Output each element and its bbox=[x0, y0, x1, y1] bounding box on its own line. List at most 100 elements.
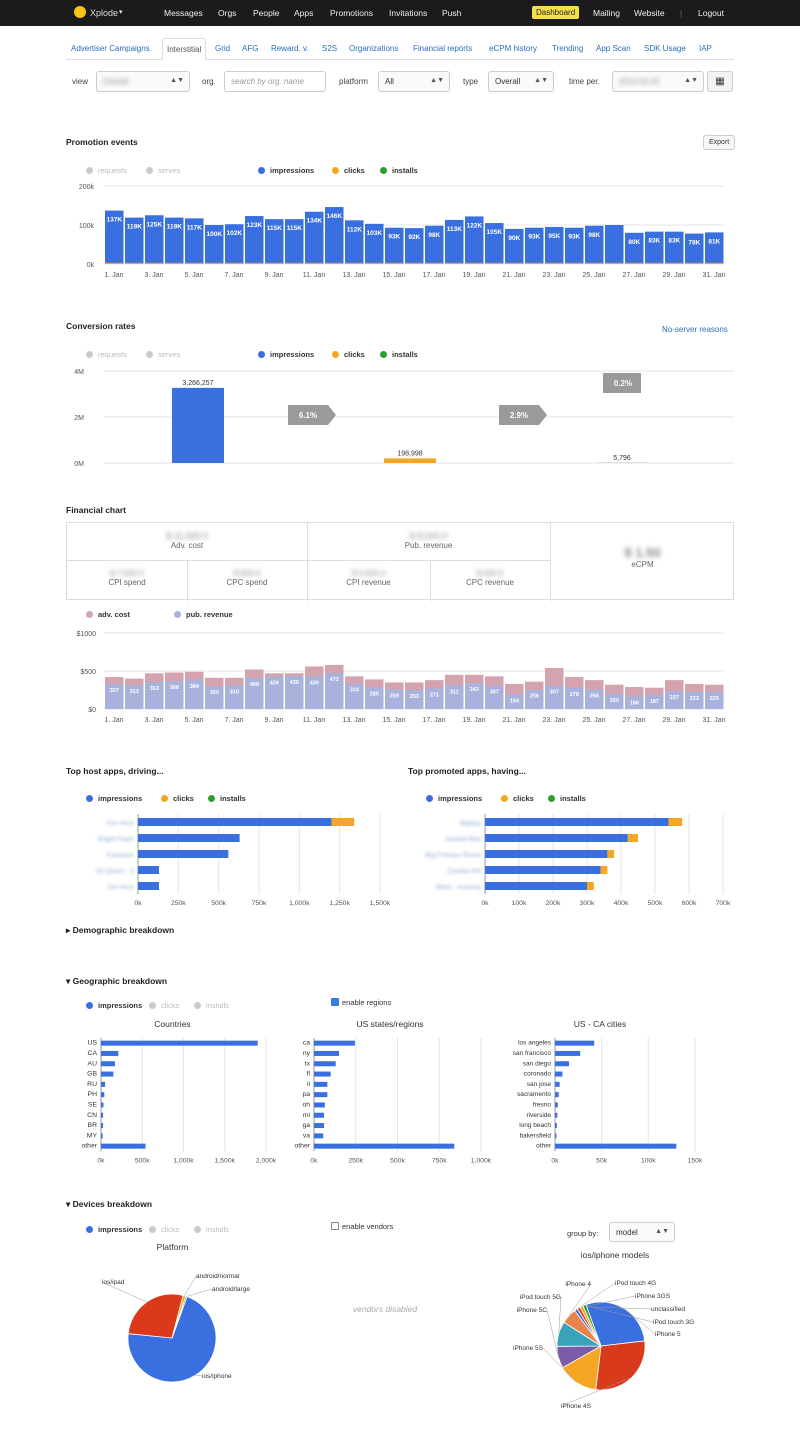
impressions-bar bbox=[165, 217, 184, 264]
legend-requests[interactable]: requests bbox=[86, 166, 127, 175]
nav-promotions[interactable]: Promotions bbox=[330, 8, 373, 18]
pie-label: iPhone 5C bbox=[517, 1307, 548, 1314]
tab-grid[interactable]: Grid bbox=[215, 44, 231, 53]
legend-clicks[interactable]: clicks bbox=[149, 1225, 179, 1234]
pie-leader-line bbox=[542, 1347, 577, 1383]
legend-installs[interactable]: installs bbox=[194, 1001, 229, 1010]
checkbox-checked-icon bbox=[331, 998, 339, 1006]
legend-installs[interactable]: installs bbox=[194, 1225, 229, 1234]
tab-advertiser-campaigns[interactable]: Advertiser Campaigns bbox=[71, 44, 150, 53]
conversion-rate-label: 6.1% bbox=[299, 411, 317, 420]
legend-impressions[interactable]: impressions bbox=[426, 794, 482, 803]
x-tick-label: 7. Jan bbox=[224, 272, 243, 279]
nav-invitations[interactable]: Invitations bbox=[389, 8, 428, 18]
demographic-breakdown-toggle[interactable]: ▸ Demographic breakdown bbox=[66, 925, 174, 936]
platform-select[interactable]: All ▲▼ bbox=[378, 71, 450, 92]
tab-afg[interactable]: AFG bbox=[242, 44, 259, 53]
org-search-input[interactable]: search by org. name bbox=[224, 71, 326, 92]
brand-dropdown-chevron-icon[interactable]: ▾ bbox=[119, 9, 123, 16]
nav-orgs[interactable]: Orgs bbox=[218, 8, 237, 18]
legend-impressions[interactable]: impressions bbox=[86, 1001, 142, 1010]
impressions-bar bbox=[365, 223, 384, 264]
tab-financial-reports[interactable]: Financial reports bbox=[413, 44, 473, 53]
pie-slice bbox=[595, 1340, 646, 1391]
legend-serves[interactable]: serves bbox=[146, 166, 180, 175]
legend-clicks[interactable]: clicks bbox=[501, 794, 534, 803]
enable-vendors-checkbox[interactable]: enable vendors bbox=[331, 1222, 393, 1231]
legend-pub-revenue[interactable]: pub. revenue bbox=[174, 610, 233, 619]
impressions-bar bbox=[445, 219, 464, 264]
nav-apps[interactable]: Apps bbox=[294, 8, 314, 18]
pie-label: iPod touch 5G bbox=[520, 1294, 561, 1301]
geographic-breakdown-toggle[interactable]: ▾ Geographic breakdown bbox=[66, 976, 167, 987]
cpc-revenue-value: $ 600.0 bbox=[476, 569, 504, 578]
tab-organizations[interactable]: Organizations bbox=[349, 44, 399, 53]
nav-push[interactable]: Push bbox=[442, 8, 462, 18]
brand-name[interactable]: Xplode bbox=[90, 8, 119, 18]
nav-logout[interactable]: Logout bbox=[698, 8, 724, 18]
no-server-reasons-link[interactable]: No-server reasons bbox=[662, 325, 728, 334]
nav-website[interactable]: Website bbox=[634, 8, 665, 18]
legend-serves[interactable]: serves bbox=[146, 350, 180, 359]
clicks-bar bbox=[185, 262, 204, 264]
category-label: Big Fisheye Room bbox=[425, 852, 481, 859]
legend-requests[interactable]: requests bbox=[86, 350, 127, 359]
legend-installs[interactable]: installs bbox=[380, 166, 418, 175]
tab-s2s[interactable]: S2S bbox=[322, 44, 338, 53]
pie-label: iPhone 5S bbox=[513, 1345, 544, 1352]
x-tick-label: 9. Jan bbox=[264, 272, 283, 279]
devices-breakdown-toggle[interactable]: ▾ Devices breakdown bbox=[66, 1199, 152, 1210]
legend-impressions[interactable]: impressions bbox=[258, 350, 314, 359]
x-tick-label: 29. Jan bbox=[663, 717, 686, 724]
x-tick-label: 1,500k bbox=[215, 1157, 236, 1164]
legend-clicks[interactable]: clicks bbox=[332, 350, 365, 359]
category-label: pa bbox=[302, 1091, 310, 1098]
legend-impressions[interactable]: impressions bbox=[86, 1225, 142, 1234]
type-select[interactable]: Overall ▲▼ bbox=[488, 71, 554, 92]
legend-label: clicks bbox=[513, 794, 534, 803]
tab-reward-video[interactable]: Reward. v. bbox=[271, 44, 309, 53]
legend-adv-cost[interactable]: adv. cost bbox=[86, 610, 130, 619]
view-select[interactable]: Overall ▲▼ bbox=[96, 71, 190, 92]
data-label: 307 bbox=[550, 690, 559, 696]
conversion-rate-arrow bbox=[499, 405, 547, 425]
impressions-bar bbox=[101, 1081, 106, 1087]
clicks-bar bbox=[627, 834, 638, 842]
tab-ecpm-history[interactable]: eCPM history bbox=[489, 44, 538, 53]
pub-revenue-bar bbox=[365, 687, 384, 709]
pub-revenue-bar bbox=[185, 679, 204, 709]
export-button[interactable]: Export bbox=[703, 135, 736, 150]
data-label: 327 bbox=[110, 688, 119, 694]
category-label: san diego bbox=[523, 1060, 552, 1067]
tab-app-scan[interactable]: App Scan bbox=[596, 44, 631, 53]
adv-cost-value: $ 11,000.0 bbox=[166, 531, 208, 541]
tab-sdk-usage[interactable]: SDK Usage bbox=[644, 44, 686, 53]
legend-installs[interactable]: installs bbox=[208, 794, 246, 803]
data-label: 119K bbox=[167, 224, 182, 231]
impressions-bar bbox=[555, 1061, 569, 1067]
legend-clicks[interactable]: clicks bbox=[149, 1001, 179, 1010]
tab-iap[interactable]: IAP bbox=[699, 44, 712, 53]
calendar-button[interactable]: ▦ bbox=[707, 71, 733, 92]
x-tick-label: 600k bbox=[682, 900, 697, 907]
nav-messages[interactable]: Messages bbox=[164, 8, 203, 18]
nav-dashboard[interactable]: Dashboard bbox=[532, 6, 580, 19]
enable-regions-checkbox[interactable]: enable regions bbox=[331, 998, 391, 1007]
legend-installs[interactable]: installs bbox=[548, 794, 586, 803]
group-by-select[interactable]: model ▲▼ bbox=[609, 1222, 675, 1242]
tab-interstitial[interactable]: Interstitial bbox=[162, 38, 207, 60]
legend-impressions[interactable]: impressions bbox=[86, 794, 142, 803]
pie-leader-line bbox=[558, 1296, 562, 1334]
legend-clicks[interactable]: clicks bbox=[332, 166, 365, 175]
xplode-logo-icon[interactable] bbox=[74, 6, 86, 18]
time-period-select[interactable]: 2013-01-01 ▲▼ bbox=[612, 71, 704, 92]
cpi-spend-value: $ 7,000.0 bbox=[110, 569, 144, 578]
nav-mailing[interactable]: Mailing bbox=[593, 8, 620, 18]
legend-impressions[interactable]: impressions bbox=[258, 166, 314, 175]
nav-people[interactable]: People bbox=[253, 8, 280, 18]
clicks-bar bbox=[225, 262, 244, 264]
x-tick-label: 150k bbox=[688, 1157, 703, 1164]
tab-trending[interactable]: Trending bbox=[552, 44, 584, 53]
legend-installs[interactable]: installs bbox=[380, 350, 418, 359]
legend-clicks[interactable]: clicks bbox=[161, 794, 194, 803]
